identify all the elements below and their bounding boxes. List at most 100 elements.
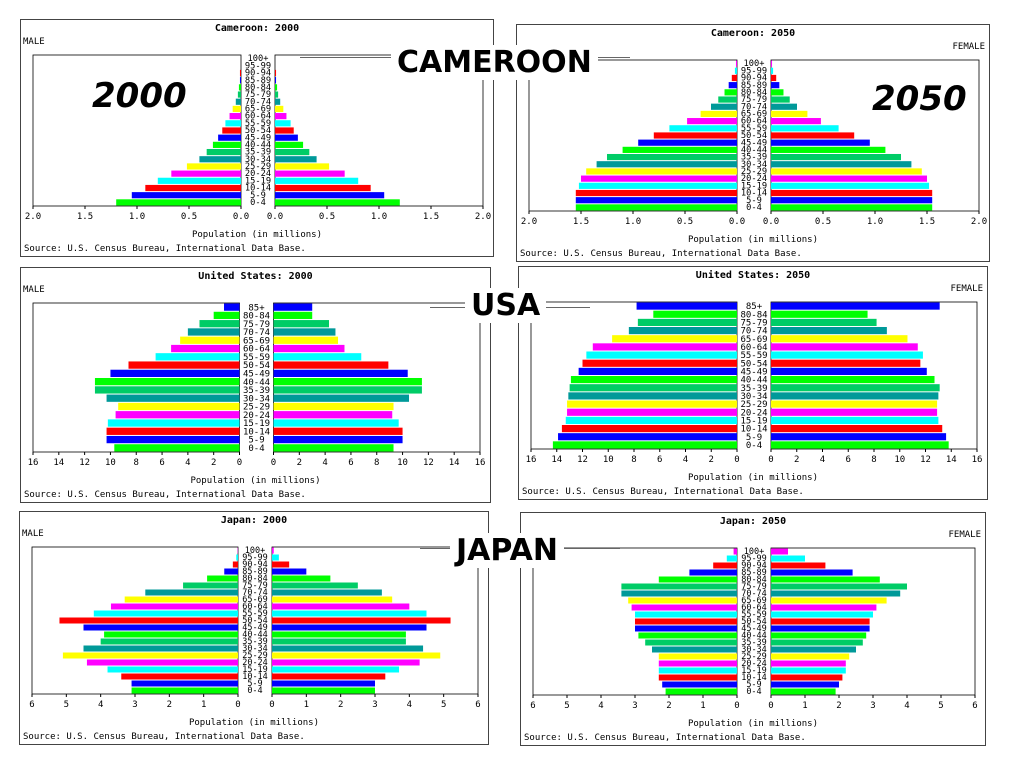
x-tick-label: 10 xyxy=(397,458,408,468)
male-bar-35-39 xyxy=(645,639,737,646)
age-group-label: 100+ xyxy=(245,546,265,556)
x-tick-label: 1.5 xyxy=(77,212,93,222)
age-group-label: 10-14 xyxy=(741,673,767,683)
male-bar-70-74 xyxy=(187,328,240,336)
age-group-label: 80-84 xyxy=(242,574,268,584)
x-tick-label: 10 xyxy=(603,455,614,465)
female-bar-50-54 xyxy=(272,617,451,624)
age-group-label: 50-54 xyxy=(741,617,767,627)
male-bar-60-64 xyxy=(631,604,737,611)
age-group-label: 30-34 xyxy=(740,392,767,402)
female-bar-25-29 xyxy=(273,402,394,411)
age-group-label: 45-49 xyxy=(245,133,271,143)
age-group-label: 60-64 xyxy=(740,343,767,353)
male-bar-95-99 xyxy=(726,555,737,562)
male-bar-75-79 xyxy=(637,318,737,326)
female-bar-70-74 xyxy=(771,103,797,110)
male-bar-85-89 xyxy=(224,568,238,575)
pyramid-panel-japan-2000: Japan: 2000 MALE Source: U.S. Census Burea… xyxy=(19,511,489,745)
female-bar-60-64 xyxy=(275,113,287,120)
male-bar-100+ xyxy=(733,548,737,555)
male-bar-25-29 xyxy=(62,652,239,659)
age-group-label: 30-34 xyxy=(245,155,271,165)
male-bar-50-54 xyxy=(59,617,238,624)
male-bar-35-39 xyxy=(607,153,737,161)
male-bar-80-84 xyxy=(238,84,241,91)
age-group-label: 10-14 xyxy=(243,427,270,437)
female-bar-50-54 xyxy=(771,359,921,367)
x-axis-label: Population (in millions) xyxy=(687,719,819,729)
female-bar-40-44 xyxy=(771,632,867,639)
female-bar-90-94 xyxy=(275,69,277,77)
x-tick-label: 0 xyxy=(237,458,242,468)
age-group-label: 55-59 xyxy=(741,124,767,134)
age-group-label: 45-49 xyxy=(243,370,270,380)
female-bar-80-84 xyxy=(771,310,868,318)
female-bar-40-44 xyxy=(272,631,406,638)
x-tick-label: 2 xyxy=(709,455,714,465)
x-tick-label: 12 xyxy=(577,455,588,465)
age-group-label: 0-4 xyxy=(746,687,761,697)
x-tick-label: 6 xyxy=(475,700,480,710)
x-tick-label: 6 xyxy=(348,458,353,468)
male-bar-65-69 xyxy=(612,335,737,343)
age-group-label: 15-19 xyxy=(740,417,767,427)
x-tick-label: 1 xyxy=(802,701,807,711)
male-bar-85-89 xyxy=(728,82,737,89)
x-tick-label: 4 xyxy=(820,455,825,465)
age-group-label: 35-39 xyxy=(741,153,767,163)
age-group-label: 15-19 xyxy=(741,666,767,676)
age-group-label: 5-9 xyxy=(247,679,262,689)
male-bar-60-64 xyxy=(229,113,241,120)
female-bar-70-74 xyxy=(275,98,281,105)
sex-label: FEMALE xyxy=(952,42,985,52)
female-bar-55-59 xyxy=(771,611,873,618)
x-tick-label: 0.0 xyxy=(729,217,745,227)
female-bar-95-99 xyxy=(771,555,805,562)
male-bar-55-59 xyxy=(225,120,241,127)
x-tick-label: 1.5 xyxy=(573,217,589,227)
male-bar-70-74 xyxy=(711,103,737,110)
female-bar-70-74 xyxy=(272,589,382,596)
x-tick-label: 5 xyxy=(938,701,943,711)
chart-title: Japan: 2050 xyxy=(719,516,787,527)
male-bar-15-19 xyxy=(658,667,737,674)
female-bar-20-24 xyxy=(272,659,420,666)
female-bar-25-29 xyxy=(771,653,850,660)
male-bar-85-89 xyxy=(239,77,241,84)
x-tick-label: 4 xyxy=(322,458,327,468)
female-bar-5-9 xyxy=(771,197,933,204)
female-bar-80-84 xyxy=(272,575,331,582)
x-tick-label: 0.0 xyxy=(267,212,283,222)
male-bar-40-44 xyxy=(104,631,238,638)
female-bar-60-64 xyxy=(771,343,918,351)
age-group-label: 20-24 xyxy=(243,411,270,421)
age-group-label: 55-59 xyxy=(740,351,767,361)
female-bar-65-69 xyxy=(771,110,808,118)
x-tick-label: 1.0 xyxy=(371,212,387,222)
female-bar-40-44 xyxy=(771,146,886,153)
male-bar-40-44 xyxy=(212,141,241,148)
sex-label: MALE xyxy=(23,285,45,295)
age-group-label: 50-54 xyxy=(245,126,271,136)
male-bar-75-79 xyxy=(237,91,241,98)
age-group-label: 10-14 xyxy=(740,425,767,435)
x-tick-label: 6 xyxy=(530,701,535,711)
male-bar-45-49 xyxy=(83,624,238,631)
female-bar-55-59 xyxy=(273,353,362,361)
x-tick-label: 0 xyxy=(269,700,274,710)
male-bar-0-4 xyxy=(116,199,241,206)
female-bar-15-19 xyxy=(771,182,930,189)
age-group-label: 100+ xyxy=(744,547,764,557)
male-bar-25-29 xyxy=(586,168,737,175)
x-tick-label: 6 xyxy=(846,455,851,465)
male-bar-20-24 xyxy=(86,659,238,666)
male-bar-10-14 xyxy=(561,425,737,433)
age-group-label: 30-34 xyxy=(243,394,270,404)
male-bar-65-69 xyxy=(700,110,737,118)
x-tick-label: 2 xyxy=(167,700,172,710)
female-bar-30-34 xyxy=(272,645,424,652)
pyramid-svg: 85+80-8475-7970-7465-6960-6455-5950-5445… xyxy=(526,301,982,465)
male-bar-65-69 xyxy=(124,596,238,603)
male-bar-5-9 xyxy=(131,680,238,687)
